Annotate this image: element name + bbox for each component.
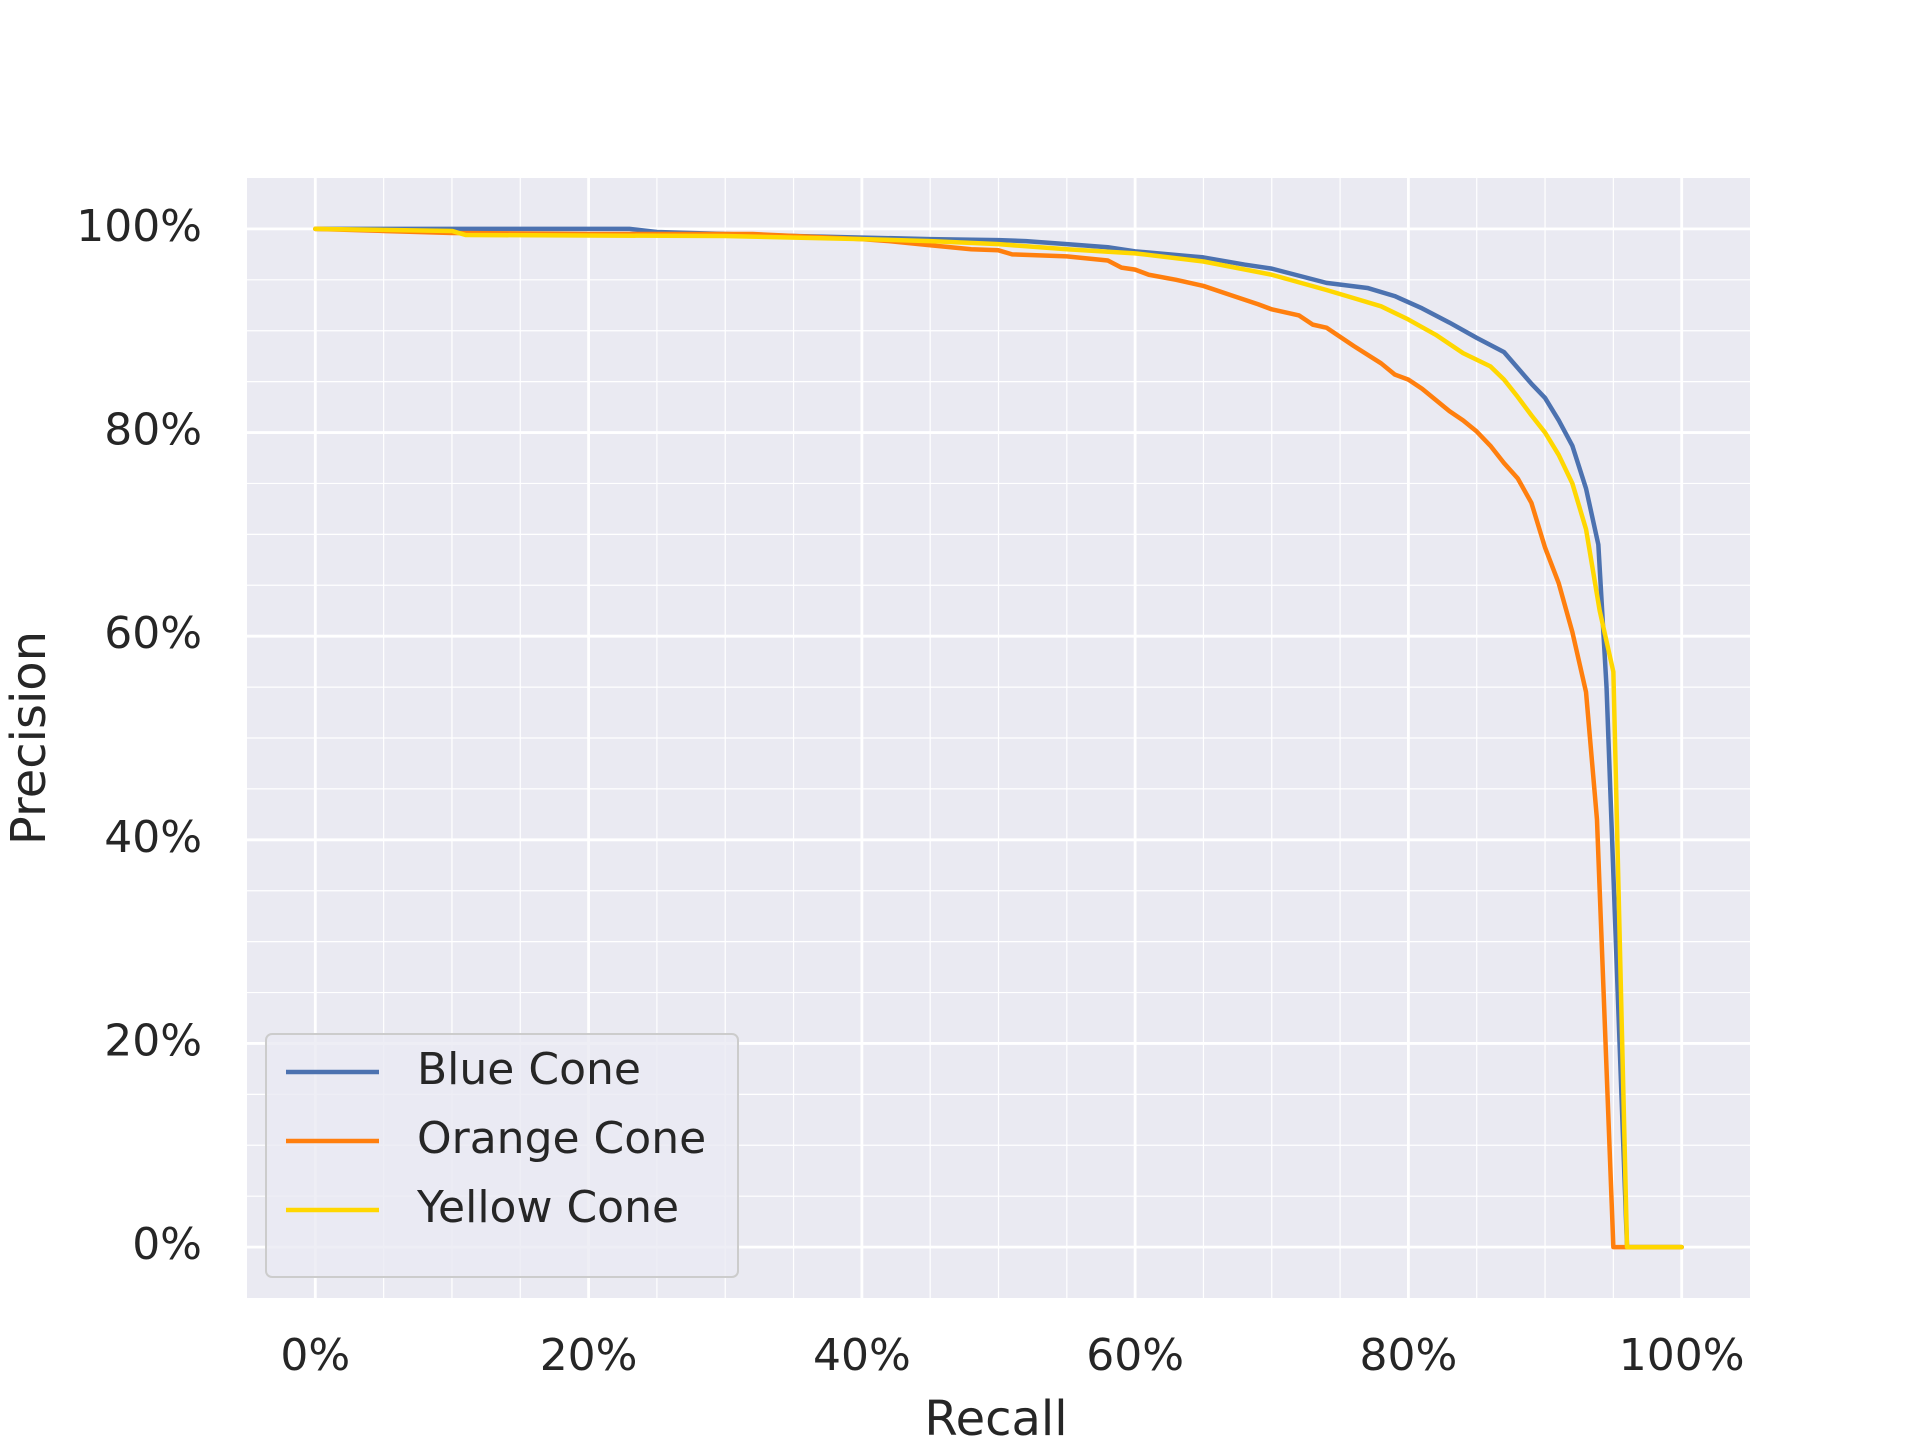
legend-label: Orange Cone: [417, 1113, 706, 1164]
x-axis-label: Recall: [924, 1391, 1067, 1440]
y-axis-label: Precision: [1, 631, 57, 845]
y-tick-label: 80%: [104, 405, 202, 456]
y-tick-label: 20%: [104, 1015, 202, 1066]
legend-box: [265, 1033, 739, 1278]
x-tick-label: 100%: [1619, 1330, 1745, 1381]
line-series: [313, 226, 1684, 1250]
line-series: [313, 226, 1684, 1250]
x-tick-label: 20%: [540, 1330, 638, 1381]
legend-label: Blue Cone: [417, 1044, 641, 1095]
y-tick-label: 100%: [76, 201, 202, 252]
line-series: [313, 226, 1684, 1250]
legend-label: Yellow Cone: [416, 1182, 679, 1233]
x-tick-label: 40%: [813, 1330, 911, 1381]
legend: Blue Cone Orange Cone Yellow Cone: [265, 1033, 739, 1278]
x-tick-label: 80%: [1360, 1330, 1458, 1381]
y-tick-label: 0%: [132, 1219, 202, 1270]
y-tick-label: 60%: [104, 608, 202, 659]
x-tick-label: 0%: [280, 1330, 350, 1381]
x-tick-label: 60%: [1086, 1330, 1184, 1381]
y-tick-label: 40%: [104, 812, 202, 863]
